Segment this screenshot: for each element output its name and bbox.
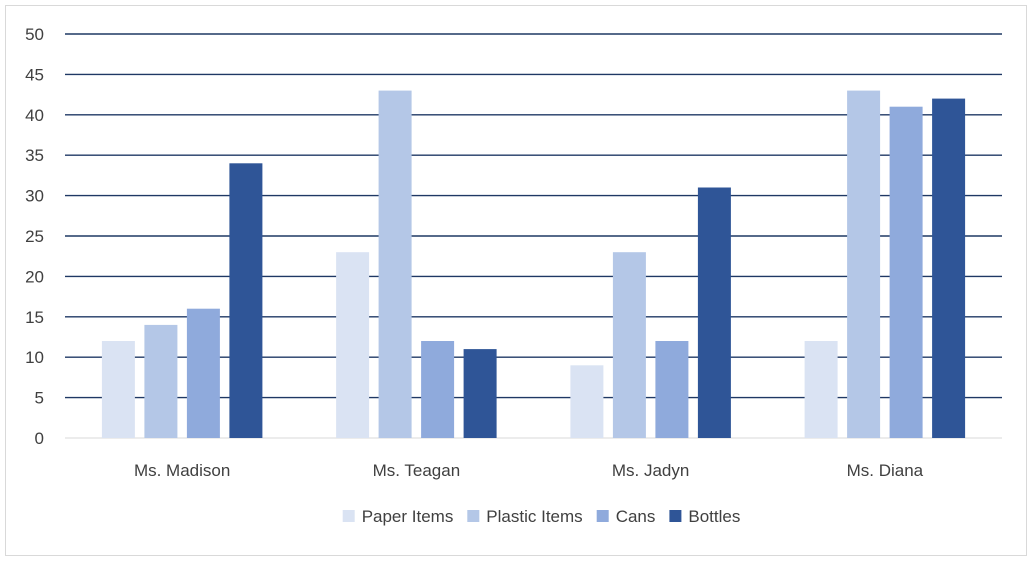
y-tick-label: 0 [35, 429, 44, 448]
legend-label: Cans [616, 507, 656, 526]
bar [144, 324, 178, 438]
bar [336, 252, 370, 438]
x-axis-category-labels: Ms. Madison Ms. Teagan Ms. Jadyn Ms. Diana [134, 461, 924, 480]
bar [570, 365, 604, 438]
x-category-label: Ms. Jadyn [612, 461, 689, 480]
y-tick-label: 30 [25, 187, 44, 206]
legend-swatch [596, 510, 609, 522]
bar [378, 90, 412, 438]
y-tick-label: 5 [35, 389, 44, 408]
x-category-label: Ms. Teagan [373, 461, 461, 480]
legend-label: Paper Items [362, 507, 454, 526]
bars [101, 90, 966, 439]
legend-swatch [342, 510, 355, 522]
legend-swatch [467, 510, 480, 522]
bar [655, 341, 689, 438]
bar [463, 349, 497, 438]
bar [101, 341, 135, 438]
legend: Paper Items Plastic Items Cans Bottles [342, 507, 740, 526]
gridlines [65, 33, 1002, 439]
y-tick-label: 45 [25, 65, 44, 84]
y-tick-label: 35 [25, 146, 44, 165]
bar [889, 106, 923, 438]
bar [186, 308, 220, 438]
bar [932, 98, 966, 438]
bar [804, 341, 838, 438]
bar [421, 341, 455, 438]
y-tick-label: 15 [25, 308, 44, 327]
y-axis-tick-labels: 0 5 10 15 20 25 30 35 40 45 50 [25, 25, 44, 448]
y-tick-label: 10 [25, 348, 44, 367]
legend-swatch [669, 510, 682, 522]
x-category-label: Ms. Madison [134, 461, 230, 480]
bar [847, 90, 881, 438]
bar [697, 187, 731, 438]
y-tick-label: 20 [25, 267, 44, 286]
legend-label: Plastic Items [486, 507, 582, 526]
y-tick-label: 25 [25, 227, 44, 246]
bar [612, 252, 646, 438]
bar [229, 163, 263, 439]
x-category-label: Ms. Diana [847, 461, 924, 480]
legend-label: Bottles [688, 507, 740, 526]
y-tick-label: 50 [25, 25, 44, 44]
y-tick-label: 40 [25, 106, 44, 125]
